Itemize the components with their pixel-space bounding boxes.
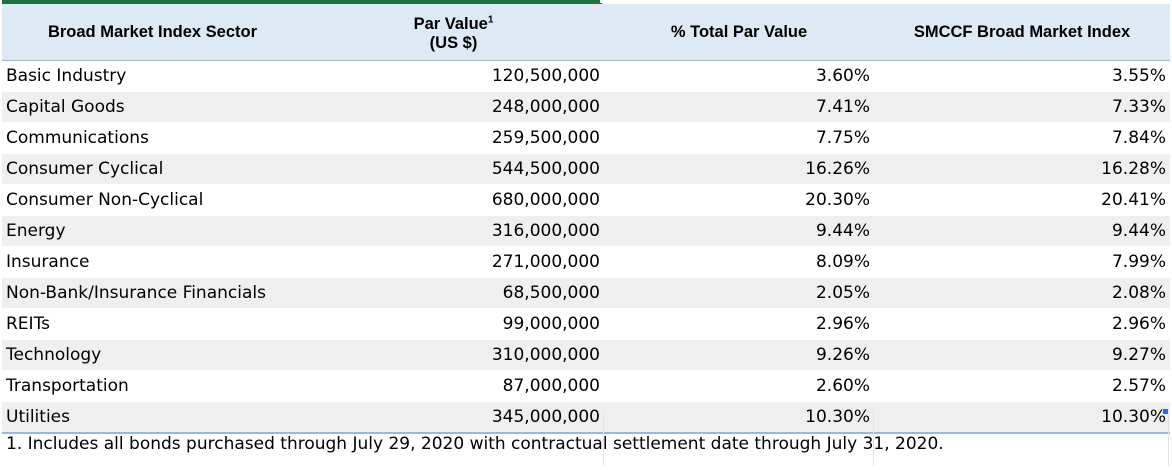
pct-total-cell[interactable]: 7.41% [604, 91, 874, 123]
table-row: REITs 99,000,000 2.96% 2.96% [2, 308, 1170, 340]
header-par-value-unit: (US $) [429, 34, 478, 52]
par-value-cell[interactable]: 87,000,000 [303, 370, 604, 402]
sector-cell[interactable]: Non-Bank/Insurance Financials [2, 277, 303, 309]
sector-cell[interactable]: Energy [2, 215, 303, 247]
table-row: Utilities 345,000,000 10.30% 10.30% [2, 401, 1170, 434]
table-row: Energy 316,000,000 9.44% 9.44% [2, 215, 1170, 247]
table-row: Technology 310,000,000 9.26% 9.27% [2, 339, 1170, 371]
smccf-index-cell[interactable]: 10.30% [874, 401, 1170, 434]
smccf-index-cell[interactable]: 2.96% [874, 308, 1170, 340]
pct-total-cell[interactable]: 9.26% [604, 339, 874, 371]
pct-total-cell[interactable]: 2.96% [604, 308, 874, 340]
sector-table: Broad Market Index Sector Par Value1 (US … [2, 4, 1170, 434]
par-value-cell[interactable]: 680,000,000 [303, 184, 604, 216]
smccf-index-cell[interactable]: 7.33% [874, 91, 1170, 123]
par-value-cell[interactable]: 248,000,000 [303, 91, 604, 123]
fill-handle[interactable] [1163, 409, 1168, 414]
sector-cell[interactable]: Consumer Non-Cyclical [2, 184, 303, 216]
table-row: Basic Industry 120,500,000 3.60% 3.55% [2, 60, 1170, 92]
pct-total-cell[interactable]: 2.05% [604, 277, 874, 309]
par-value-cell[interactable]: 316,000,000 [303, 215, 604, 247]
sector-cell[interactable]: Transportation [2, 370, 303, 402]
par-value-cell[interactable]: 271,000,000 [303, 246, 604, 278]
gridline [603, 410, 604, 466]
par-value-cell[interactable]: 68,500,000 [303, 277, 604, 309]
smccf-index-cell[interactable]: 9.27% [874, 339, 1170, 371]
gridline [1168, 410, 1169, 466]
par-value-cell[interactable]: 120,500,000 [303, 60, 604, 92]
par-value-cell[interactable]: 310,000,000 [303, 339, 604, 371]
smccf-index-cell[interactable]: 2.57% [874, 370, 1170, 402]
footnote[interactable]: 1. Includes all bonds purchased through … [6, 434, 944, 454]
pct-total-cell[interactable]: 3.60% [604, 60, 874, 92]
sector-cell[interactable]: Basic Industry [2, 60, 303, 92]
smccf-index-cell[interactable]: 7.99% [874, 246, 1170, 278]
smccf-index-cell[interactable]: 7.84% [874, 122, 1170, 154]
header-sector[interactable]: Broad Market Index Sector [2, 4, 303, 61]
par-value-cell[interactable]: 259,500,000 [303, 122, 604, 154]
footnote-marker: 1 [487, 14, 494, 26]
smccf-index-cell[interactable]: 20.41% [874, 184, 1170, 216]
sector-cell[interactable]: Insurance [2, 246, 303, 278]
header-pct-total-label: % Total Par Value [670, 22, 808, 41]
smccf-index-cell[interactable]: 9.44% [874, 215, 1170, 247]
header-smccf-index[interactable]: SMCCF Broad Market Index [874, 4, 1170, 61]
pct-total-cell[interactable]: 8.09% [604, 246, 874, 278]
pct-total-cell[interactable]: 9.44% [604, 215, 874, 247]
sector-cell[interactable]: Utilities [2, 401, 303, 434]
header-par-value[interactable]: Par Value1 (US $) [303, 4, 604, 61]
gridline [873, 410, 874, 466]
table-row: Transportation 87,000,000 2.60% 2.57% [2, 370, 1170, 402]
smccf-index-cell[interactable]: 3.55% [874, 60, 1170, 92]
table-row: Consumer Non-Cyclical 680,000,000 20.30%… [2, 184, 1170, 216]
pct-total-cell[interactable]: 10.30% [604, 401, 874, 434]
smccf-index-cell[interactable]: 2.08% [874, 277, 1170, 309]
sector-cell[interactable]: REITs [2, 308, 303, 340]
header-pct-total[interactable]: % Total Par Value [604, 4, 874, 61]
table-row: Communications 259,500,000 7.75% 7.84% [2, 122, 1170, 154]
table-row: Non-Bank/Insurance Financials 68,500,000… [2, 277, 1170, 309]
selected-range-indicator [2, 0, 600, 4]
pct-total-cell[interactable]: 7.75% [604, 122, 874, 154]
par-value-cell[interactable]: 544,500,000 [303, 153, 604, 185]
sector-cell[interactable]: Communications [2, 122, 303, 154]
header-par-value-label: Par Value [413, 15, 488, 33]
sector-cell[interactable]: Consumer Cyclical [2, 153, 303, 185]
header-sector-label: Broad Market Index Sector [47, 22, 258, 41]
header-row: Broad Market Index Sector Par Value1 (US … [2, 4, 1170, 61]
sector-cell[interactable]: Capital Goods [2, 91, 303, 123]
header-smccf-index-label: SMCCF Broad Market Index [913, 22, 1131, 41]
table-row: Insurance 271,000,000 8.09% 7.99% [2, 246, 1170, 278]
table-row: Consumer Cyclical 544,500,000 16.26% 16.… [2, 153, 1170, 185]
pct-total-cell[interactable]: 16.26% [604, 153, 874, 185]
smccf-index-cell[interactable]: 16.28% [874, 153, 1170, 185]
pct-total-cell[interactable]: 20.30% [604, 184, 874, 216]
par-value-cell[interactable]: 345,000,000 [303, 401, 604, 434]
par-value-cell[interactable]: 99,000,000 [303, 308, 604, 340]
table-row: Capital Goods 248,000,000 7.41% 7.33% [2, 91, 1170, 123]
pct-total-cell[interactable]: 2.60% [604, 370, 874, 402]
sector-cell[interactable]: Technology [2, 339, 303, 371]
